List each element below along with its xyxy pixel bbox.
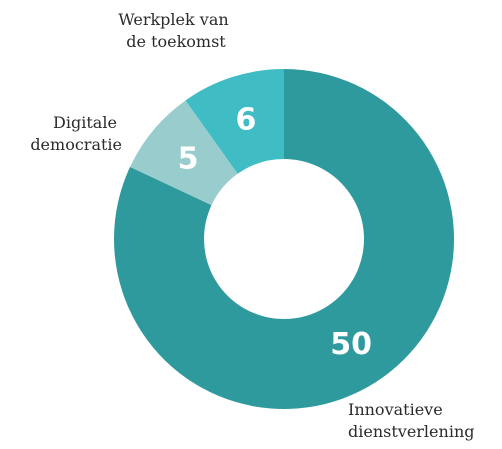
donut-slices [113,69,454,409]
slice-werkplek-van-de-toekomst [185,69,284,174]
slice-value-digitale-democratie: 5 [178,141,199,176]
slice-value-innovatieve-dienstverlening: 50 [330,327,372,362]
slice-label-innovatieve-dienstverlening: Innovatieve dienstverlening [348,400,474,441]
slice-label-digitale-democratie: Digitale democratie [30,113,122,154]
slice-value-werkplek-van-de-toekomst: 6 [236,102,257,137]
slice-innovatieve-dienstverlening [113,69,454,409]
donut-values: 50 5 6 [178,102,372,362]
slice-label-werkplek-van-de-toekomst: Werkplek van de toekomst [118,10,234,51]
slice-digitale-democratie [130,100,238,206]
